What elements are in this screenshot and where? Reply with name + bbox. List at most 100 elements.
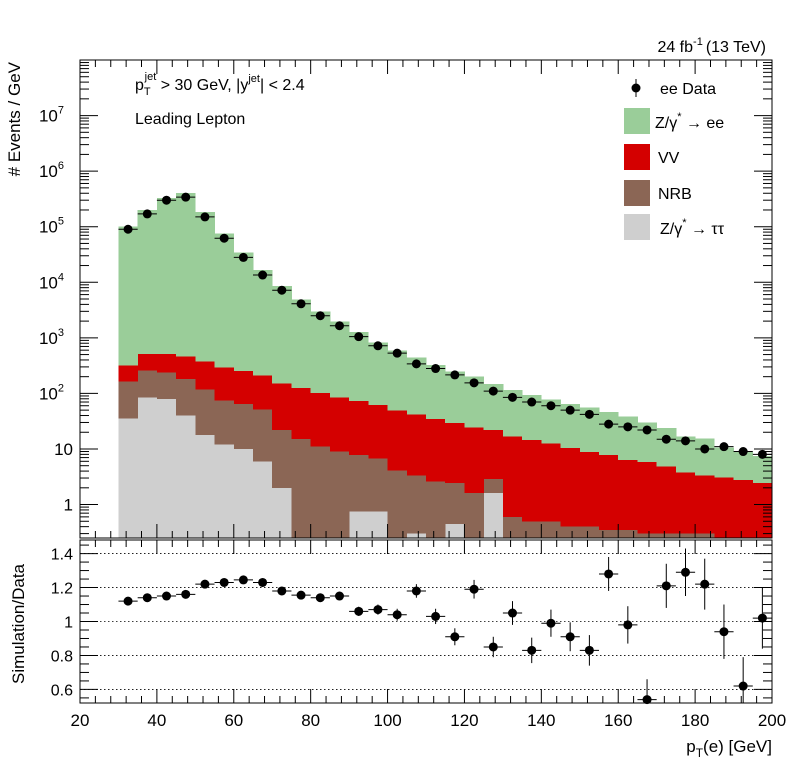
ratio-point-2: [162, 591, 171, 601]
bar-zee-32: [733, 452, 754, 481]
bar-ztt-13: [368, 511, 388, 538]
legend-ztt-label: Z/γ* → ττ: [660, 217, 725, 238]
ratio-point-3: [181, 589, 191, 599]
bar-vv-33: [752, 482, 773, 538]
bar-nrb-8: [272, 429, 292, 488]
bar-zee-14: [387, 350, 408, 411]
legend-zee-label: Z/γ* → ee: [655, 111, 724, 132]
x-tick-label-4: 100: [373, 711, 401, 730]
bar-zee-1: [137, 209, 158, 355]
ratio-ytick-label-0: 0.6: [51, 682, 73, 699]
bar-vv-22: [541, 443, 561, 522]
bar-nrb-0: [118, 381, 139, 419]
bar-zee-17: [445, 371, 465, 423]
bar-vv-17: [445, 422, 465, 483]
bar-zee-31: [714, 447, 734, 478]
bar-zee-21: [522, 394, 542, 441]
ratio-point-32: [738, 681, 748, 691]
bar-vv-27: [637, 462, 658, 534]
top-ticks: 1 10 102 103 104 105 106 107: [39, 60, 773, 538]
bar-nrb-1: [137, 370, 158, 398]
bar-vv-29: [675, 472, 696, 534]
bar-nrb-14: [387, 470, 408, 538]
x-tick-label-2: 60: [224, 711, 243, 730]
data-point-16: [431, 364, 441, 374]
ratio-point-9: [296, 590, 306, 600]
ratio-point-20: [508, 608, 517, 618]
data-point-11: [335, 321, 344, 331]
bar-nrb-27: [637, 533, 658, 538]
data-point-1: [142, 209, 152, 219]
ratio-point-19: [488, 642, 498, 652]
bar-zee-23: [560, 404, 581, 449]
bar-zee-10: [310, 311, 331, 394]
bar-nrb-15: [406, 475, 427, 534]
bar-ztt-15: [406, 533, 427, 538]
data-point-6: [238, 252, 248, 262]
bar-zee-3: [176, 193, 196, 357]
bar-nrb-29: [675, 533, 696, 538]
ratio-point-18: [469, 584, 479, 594]
ratio-panel: 20 40 60 80 100 120 140 160 180 200 0.6 0.8 1 1.2 1.4: [51, 539, 786, 730]
bar-nrb-30: [695, 533, 715, 538]
data-point-26: [623, 422, 633, 432]
bar-zee-18: [464, 376, 485, 428]
data-point-9: [296, 299, 306, 309]
bar-nrb-6: [233, 403, 254, 449]
x-tick-label-0: 20: [71, 711, 90, 730]
top-ytick-label-0: 1: [64, 496, 73, 515]
bar-zee-22: [541, 399, 561, 444]
bar-nrb-24: [579, 526, 600, 538]
bar-nrb-28: [656, 533, 677, 538]
cut-text: pTjet > 30 GeV, |yjet| < 2.4: [135, 71, 305, 98]
legend: ee Data Z/γ* → ee VV NRB Z/γ* → ττ: [624, 79, 725, 240]
bar-vv-6: [233, 370, 254, 404]
data-point-3: [181, 192, 191, 202]
data-point-12: [354, 332, 364, 342]
ratio-point-6: [238, 575, 248, 585]
bar-zee-33: [752, 456, 773, 483]
bar-zee-8: [272, 286, 292, 384]
bar-ztt-17: [445, 523, 465, 538]
bar-zee-7: [253, 269, 273, 376]
bottom-ylabel: Simulation/Data: [9, 563, 28, 684]
ratio-point-15: [411, 586, 421, 596]
data-point-25: [604, 419, 614, 429]
bar-nrb-17: [445, 482, 465, 524]
ratio-ytick-label-2: 1: [64, 615, 73, 632]
data-point-19: [488, 386, 498, 396]
bar-vv-2: [156, 354, 177, 373]
top-ytick-label-7: 107: [39, 105, 64, 126]
legend-ztt-swatch: [624, 214, 650, 240]
bar-ztt-4: [195, 434, 215, 538]
x-tick-label-8: 180: [681, 711, 709, 730]
bottom-ticks: 20 40 60 80 100 120 140 160 180 200 0.6 0.8 1 1.2 1.4: [51, 540, 786, 730]
ratio-point-28: [661, 581, 671, 591]
legend-vv-swatch: [624, 144, 650, 170]
bar-zee-15: [406, 357, 427, 415]
ratio-point-21: [527, 645, 537, 655]
data-point-2: [162, 195, 171, 205]
data-point-31: [719, 442, 729, 452]
data-point-27: [642, 425, 652, 435]
bar-vv-21: [522, 440, 542, 522]
data-point-7: [258, 270, 268, 280]
bar-vv-4: [195, 361, 215, 390]
bar-zee-5: [214, 233, 235, 368]
ratio-point-12: [354, 606, 364, 616]
data-point-0: [123, 224, 133, 234]
ratio-ytick-label-1: 0.8: [51, 648, 73, 665]
bar-zee-12: [349, 332, 369, 402]
bar-zee-16: [426, 364, 446, 420]
bar-vv-12: [349, 401, 369, 456]
bar-ztt-6: [233, 448, 254, 538]
data-point-33: [757, 449, 767, 459]
bar-vv-3: [176, 356, 196, 380]
legend-data-marker: [631, 83, 641, 93]
ratio-points: [118, 548, 772, 705]
bar-vv-9: [291, 388, 312, 440]
bar-ztt-12: [349, 511, 369, 538]
data-point-24: [584, 409, 594, 419]
bar-nrb-25: [599, 529, 619, 538]
bar-ztt-5: [214, 444, 235, 538]
